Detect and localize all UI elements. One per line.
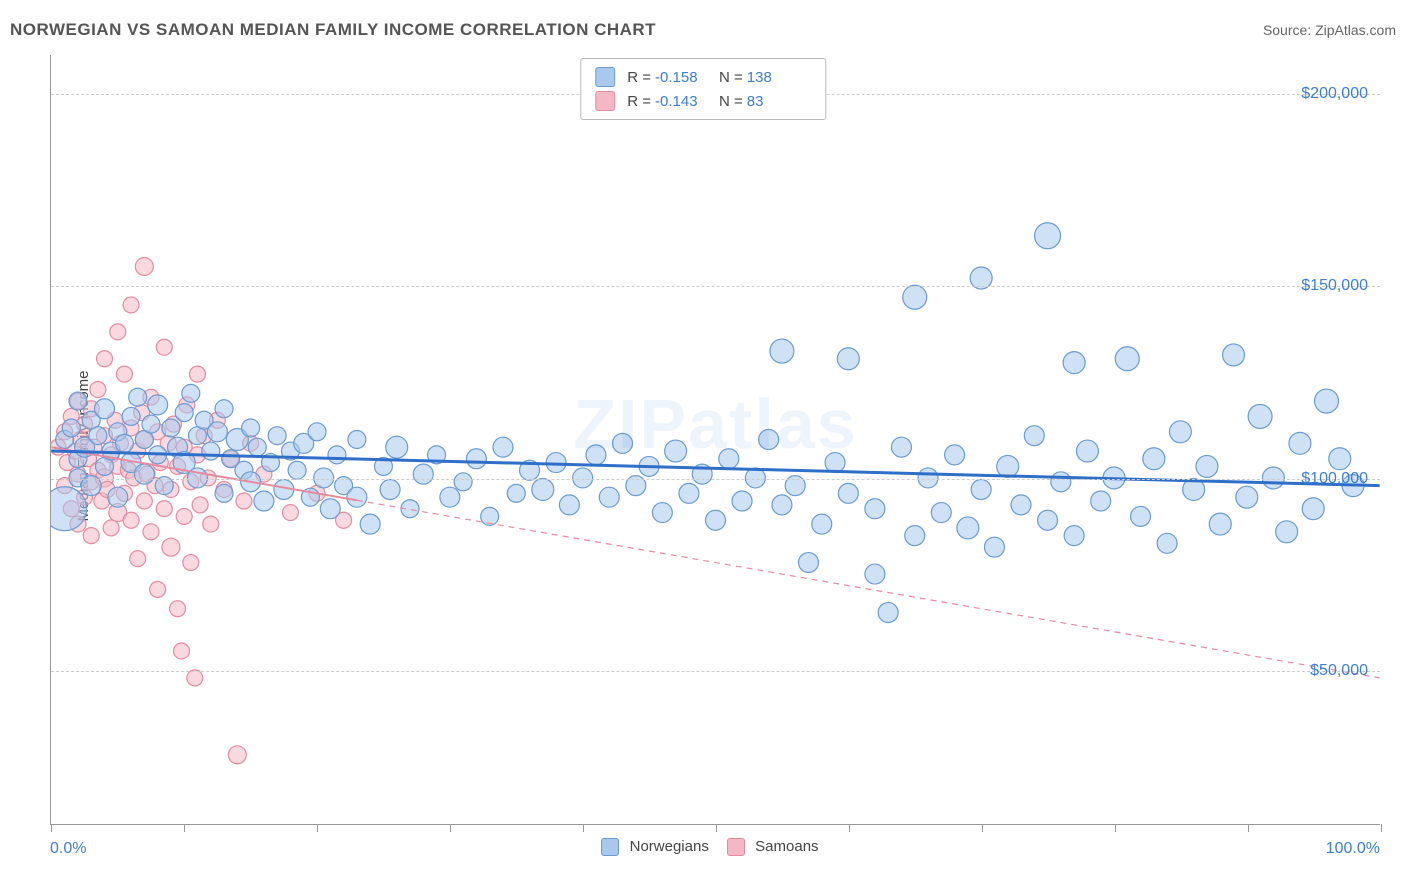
- source-attribution: Source: ZipAtlas.com: [1263, 22, 1396, 38]
- legend-swatch-pink: [595, 91, 615, 111]
- x-tick: [849, 824, 850, 832]
- y-tick-label: $50,000: [1310, 662, 1368, 680]
- n-label: N =: [719, 69, 743, 86]
- legend-swatch-blue: [595, 67, 615, 87]
- n-value-norwegians: 138: [747, 69, 797, 86]
- chart-container: NORWEGIAN VS SAMOAN MEDIAN FAMILY INCOME…: [0, 0, 1406, 892]
- x-tick: [583, 824, 584, 832]
- gridline: [51, 671, 1380, 672]
- plot-area: ZIPatlas $50,000 $100,000 $150,000 $200,000: [50, 55, 1380, 825]
- legend-row-norwegians: R = -0.158 N = 138: [595, 65, 811, 89]
- header: NORWEGIAN VS SAMOAN MEDIAN FAMILY INCOME…: [10, 20, 1396, 40]
- legend-label-samoans: Samoans: [755, 838, 818, 855]
- x-tick: [51, 824, 52, 832]
- gridline: [51, 286, 1380, 287]
- y-tick-label: $150,000: [1301, 277, 1368, 295]
- x-tick: [982, 824, 983, 832]
- n-label: N =: [719, 93, 743, 110]
- y-tick-label: $100,000: [1301, 470, 1368, 488]
- watermark-text: ZIPatlas: [573, 384, 857, 464]
- legend-row-samoans: R = -0.143 N = 83: [595, 89, 811, 113]
- x-tick: [716, 824, 717, 832]
- x-tick: [1115, 824, 1116, 832]
- r-value-norwegians: -0.158: [655, 69, 705, 86]
- n-value-samoans: 83: [747, 93, 797, 110]
- r-value-samoans: -0.143: [655, 93, 705, 110]
- legend-swatch-samoans: [727, 838, 745, 856]
- y-tick-label: $200,000: [1301, 85, 1368, 103]
- gridline: [51, 479, 1380, 480]
- correlation-legend: R = -0.158 N = 138 R = -0.143 N = 83: [580, 58, 826, 120]
- r-label: R =: [627, 93, 651, 110]
- x-tick: [184, 824, 185, 832]
- x-tick: [1381, 824, 1382, 832]
- x-tick: [1248, 824, 1249, 832]
- x-tick: [450, 824, 451, 832]
- x-tick: [317, 824, 318, 832]
- series-legend: Norwegians Samoans: [0, 838, 1406, 856]
- scatter-plot-svg: [51, 55, 1380, 824]
- legend-label-norwegians: Norwegians: [630, 838, 709, 855]
- legend-swatch-norwegians: [601, 838, 619, 856]
- r-label: R =: [627, 69, 651, 86]
- chart-title: NORWEGIAN VS SAMOAN MEDIAN FAMILY INCOME…: [10, 20, 656, 40]
